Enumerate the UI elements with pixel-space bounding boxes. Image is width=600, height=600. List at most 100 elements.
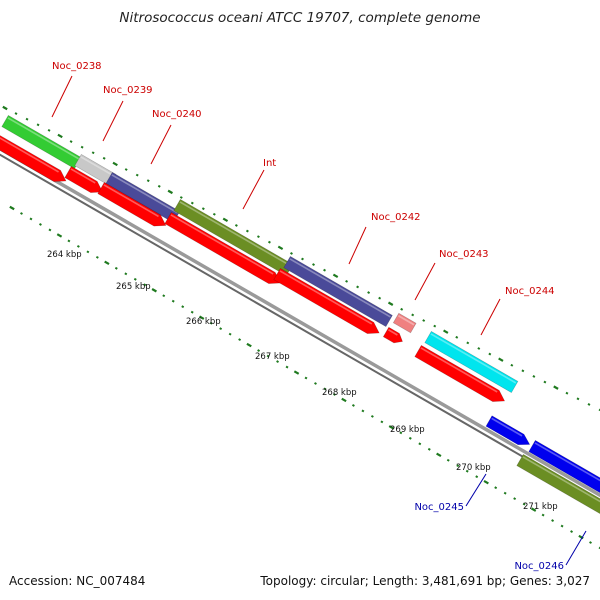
outer-tick-dot <box>256 235 260 239</box>
inner-tick-dot <box>541 513 545 517</box>
cds-noc-0239-highlight <box>70 168 96 184</box>
tick-dot-rings <box>2 105 600 550</box>
inner-tick-dot <box>293 370 300 375</box>
outer-tick-dot <box>455 335 459 339</box>
gene-noc-0242-highlight <box>289 258 391 318</box>
inner-tick-dot <box>483 479 489 485</box>
inner-tick-dot <box>560 524 564 528</box>
cds-noc-0240-highlight <box>103 184 159 218</box>
leader-line <box>102 100 124 142</box>
gene-label: Noc_0246 <box>514 561 564 572</box>
inner-tick-dot <box>38 223 42 226</box>
outer-tick-dot <box>301 257 304 261</box>
kbp-tick-label: 267 kbp <box>255 352 290 362</box>
outer-tick-dot <box>102 156 106 160</box>
outer-tick-dot <box>47 128 51 132</box>
outer-tick-dot <box>57 133 63 139</box>
gene-label: Noc_0245 <box>414 502 464 513</box>
genome-backbone <box>0 146 600 503</box>
inner-tick-dot <box>341 397 347 403</box>
inner-tick-dot <box>143 283 147 287</box>
inner-tick-dot <box>104 260 110 266</box>
inner-tick-dot <box>190 310 194 314</box>
leader-line <box>51 75 73 118</box>
inner-tick-dot <box>86 250 90 254</box>
outer-tick-dot <box>212 212 216 216</box>
outer-tick-dot <box>312 263 315 267</box>
inner-tick-dot <box>380 420 384 424</box>
gene-noc-0244 <box>424 330 519 394</box>
inner-tick-dot <box>29 217 33 221</box>
inner-tick-dot <box>9 205 15 211</box>
outer-tick-dot <box>179 196 183 199</box>
outer-tick-dot <box>543 380 547 384</box>
leader-line <box>242 169 265 210</box>
inner-tick-dot <box>598 546 600 550</box>
inner-tick-dot <box>238 338 242 342</box>
outer-tick-dot <box>69 140 73 143</box>
kbp-tick-label: 268 kbp <box>322 388 357 398</box>
leader-line <box>348 226 367 265</box>
outer-tick-dot <box>387 301 394 306</box>
outer-tick-dot <box>36 123 40 127</box>
outer-tick-dot <box>411 313 415 317</box>
inner-tick-dot <box>399 431 403 435</box>
inner-tick-dot <box>246 342 252 348</box>
gene-int-highlight <box>179 201 292 267</box>
outer-tick-dot <box>466 341 470 345</box>
gene-label: Noc_0238 <box>52 61 102 72</box>
inner-tick-dot <box>209 321 213 325</box>
gene-noc-0243 <box>392 312 417 334</box>
gene-features <box>0 114 600 514</box>
cds-noc-0238-highlight <box>0 137 59 173</box>
inner-tick-dot <box>20 212 23 215</box>
gene-noc-0239-highlight <box>80 156 115 177</box>
outer-tick-dot <box>498 357 504 362</box>
cds-noc-0242-highlight <box>279 270 373 325</box>
kbp-tick-label: 270 kbp <box>456 463 491 473</box>
inner-tick-dot <box>589 541 592 544</box>
leader-line <box>480 298 501 336</box>
outer-tick-dot <box>565 391 569 395</box>
inner-tick-dot <box>370 414 374 418</box>
inner-tick-dot <box>219 327 223 331</box>
gene-label: Int <box>263 158 276 169</box>
inner-tick-dot <box>436 452 442 457</box>
inner-tick-dot <box>76 244 80 248</box>
kbp-tick-label: 271 kbp <box>523 502 558 512</box>
gene-noc-0246-upper-highlight <box>534 442 600 482</box>
outer-tick-dot <box>290 251 293 255</box>
kbp-tick-labels: 264 kbp 265 kbp 266 kbp 267 kbp 268 kbp 269 k… <box>47 250 558 512</box>
gene-noc-0245 <box>485 415 531 446</box>
accession-text: Accession: NC_007484 <box>9 574 145 588</box>
inner-tick-dot <box>475 475 479 479</box>
map-title: Nitrosococcus oceani ATCC 19707, complet… <box>119 10 480 26</box>
outer-tick-dot <box>443 329 449 334</box>
outer-tick-dot <box>400 307 404 311</box>
outer-tick-dot <box>146 179 150 183</box>
gene-label: Noc_0243 <box>439 249 489 260</box>
inner-tick-dot <box>228 332 232 336</box>
gene-label: Noc_0242 <box>371 212 421 223</box>
inner-tick-dot <box>503 491 507 495</box>
outer-tick-dot <box>201 207 205 211</box>
inner-tick-dot <box>522 502 526 506</box>
outer-tick-dot <box>510 363 514 367</box>
cds-noc-0239 <box>64 165 104 193</box>
outer-tick-dot <box>332 273 339 278</box>
topology-text: Topology: circular; Length: 3,481,691 bp… <box>259 574 590 588</box>
inner-tick-dot <box>361 409 365 413</box>
inner-tick-dot <box>198 315 205 320</box>
inner-tick-dot <box>124 272 128 276</box>
outer-tick-dot <box>157 184 161 188</box>
inner-tick-dot <box>181 305 185 309</box>
inner-tick-dot <box>408 436 412 440</box>
outer-tick-dot <box>532 375 536 378</box>
outer-tick-dot <box>367 291 371 294</box>
inner-tick-dot <box>151 288 157 293</box>
gene-noc-0245-highlight <box>491 417 523 437</box>
cds-noc-0242 <box>273 267 380 334</box>
gene-noc-0240-highlight <box>111 174 179 214</box>
